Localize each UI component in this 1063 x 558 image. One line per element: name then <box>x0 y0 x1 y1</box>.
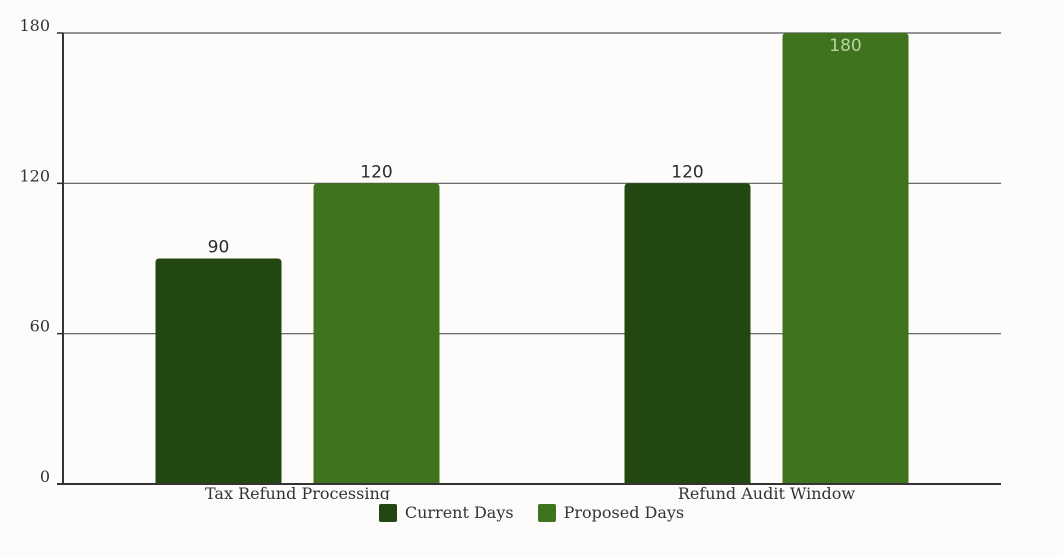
y-tick-label: 0 <box>40 467 50 486</box>
category-label: Refund Audit Window <box>678 484 856 500</box>
bar <box>624 183 751 485</box>
bar <box>155 258 282 484</box>
y-tick-label: 120 <box>19 166 50 185</box>
legend-swatch <box>378 503 397 522</box>
legend-label: Proposed Days <box>563 503 685 522</box>
legend-item: Current Days <box>378 503 514 522</box>
bar-chart: 0 60 120 180 90 120 120 180 Tax Refund Process… <box>19 16 1001 500</box>
legend-label: Current Days <box>404 503 514 522</box>
bars <box>155 33 909 485</box>
y-tick-label: 180 <box>19 16 50 35</box>
data-label: 90 <box>208 238 230 258</box>
legend: Current Days Proposed Days <box>0 503 1063 522</box>
axes <box>57 33 1001 485</box>
legend-swatch <box>537 503 556 522</box>
bar <box>782 33 909 484</box>
y-tick-label: 60 <box>30 317 50 336</box>
bar <box>313 183 440 485</box>
category-labels: Tax Refund Processing Refund Audit Window <box>205 484 855 500</box>
data-labels: 90 120 120 180 <box>208 36 862 258</box>
legend-item: Proposed Days <box>537 503 685 522</box>
category-label: Tax Refund Processing <box>205 484 390 500</box>
data-label: 180 <box>829 36 861 56</box>
y-axis-ticks: 0 60 120 180 <box>19 16 63 486</box>
data-label: 120 <box>671 162 703 182</box>
data-label: 120 <box>360 162 392 182</box>
